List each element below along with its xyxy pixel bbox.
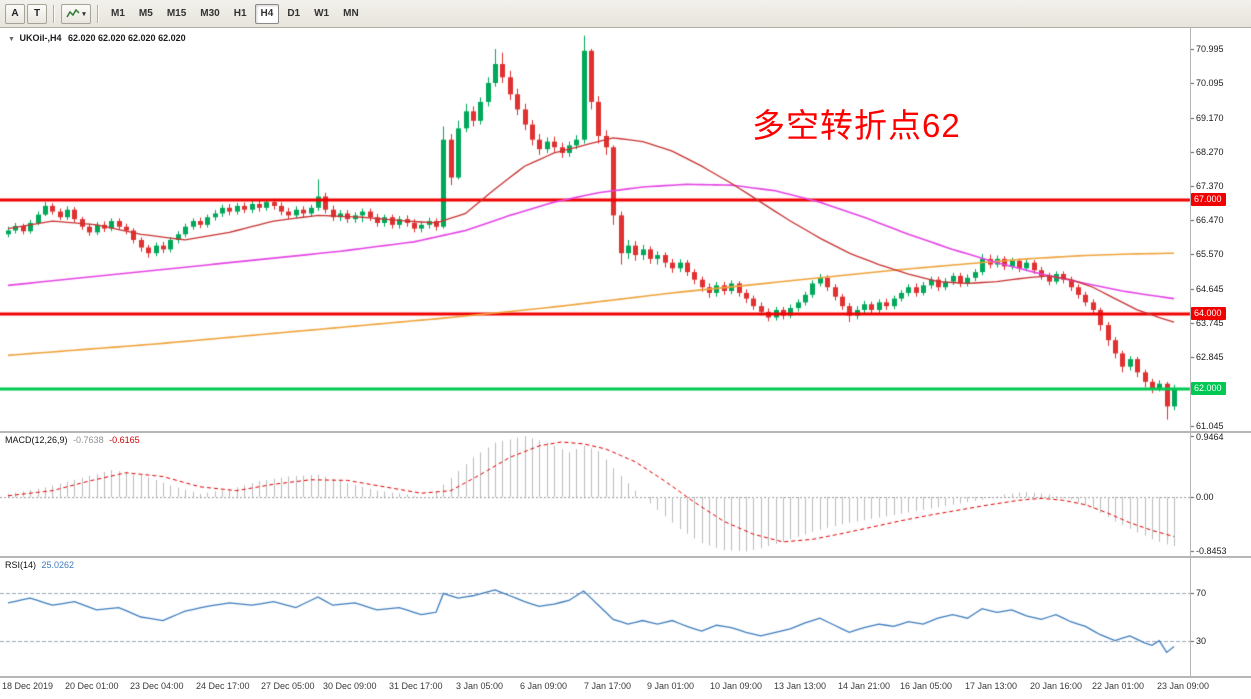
macd-label: MACD(12,26,9) -0.7638 -0.6165 [5, 435, 140, 445]
symbol-name: UKOil-,H4 [19, 33, 62, 43]
panel-separator[interactable] [0, 431, 1251, 433]
timeframe-button-M15[interactable]: M15 [161, 4, 192, 24]
timeframe-button-W1[interactable]: W1 [308, 4, 335, 24]
timeframe-button-M5[interactable]: M5 [133, 4, 159, 24]
toolbar-separator [97, 4, 99, 23]
timeframe-button-M1[interactable]: M1 [105, 4, 131, 24]
toolbar-button-T[interactable]: T [27, 3, 47, 24]
ohlc-quotes: 62.020 62.020 62.020 62.020 [67, 33, 186, 43]
toolbar-separator [53, 4, 55, 23]
panel-separator[interactable] [0, 556, 1251, 558]
timeframe-button-M30[interactable]: M30 [194, 4, 225, 24]
timeframe-button-MN[interactable]: MN [337, 4, 365, 24]
rsi-name: RSI(14) [5, 560, 37, 570]
panel-separator[interactable] [0, 676, 1251, 678]
indicators-menu-button[interactable]: ▾ [61, 3, 91, 24]
symbol-label: ▼ UKOil-,H4 62.020 62.020 62.020 62.020 [8, 33, 186, 43]
macd-value: -0.7638 [73, 435, 104, 445]
indicator-zigzag-icon [66, 8, 80, 17]
timeframe-buttons-group: M1 M5 M15 M30 H1 H4 D1 W1 MN [104, 3, 366, 24]
macd-name: MACD(12,26,9) [5, 435, 68, 445]
time-axis[interactable] [0, 677, 1190, 699]
chart-icon: ▼ [8, 36, 15, 43]
price-axis-border [1190, 28, 1191, 676]
toolbar-button-A[interactable]: A [5, 3, 25, 24]
rsi-value: 25.0262 [41, 560, 75, 570]
timeframe-button-H4[interactable]: H4 [254, 3, 280, 24]
price-axis[interactable] [1191, 28, 1251, 676]
timeframe-button-H1[interactable]: H1 [228, 4, 253, 24]
timeframe-button-D1[interactable]: D1 [281, 4, 306, 24]
dropdown-caret-icon: ▾ [82, 10, 86, 18]
macd-signal-value: -0.6165 [109, 435, 140, 445]
chart-annotation[interactable]: 多空转折点62 [752, 107, 961, 144]
rsi-label: RSI(14) 25.0262 [5, 560, 74, 570]
